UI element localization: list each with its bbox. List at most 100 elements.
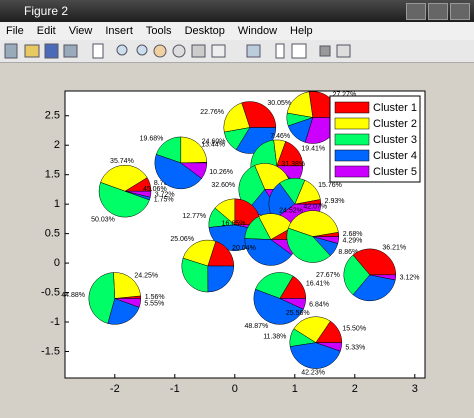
pie-slice	[107, 298, 140, 325]
toolbar	[0, 40, 474, 63]
slice-label: 35.74%	[110, 158, 134, 165]
pie-slice	[124, 190, 152, 198]
slice-label: 22.76%	[200, 109, 224, 116]
legend-swatch	[334, 117, 370, 130]
slice-label: 24.25%	[134, 273, 158, 280]
tool-icon[interactable]	[136, 44, 148, 56]
legend-swatch	[334, 101, 370, 114]
close-button[interactable]	[450, 3, 470, 20]
maximize-button[interactable]	[428, 3, 448, 20]
slice-label: 45.06%	[143, 186, 167, 193]
tool-icon[interactable]	[246, 44, 261, 58]
menu-bar: File Edit View Insert Tools Desktop Window Help	[0, 22, 474, 40]
slice-label: 50.03%	[91, 216, 115, 223]
menu-item[interactable]: Tools	[145, 25, 172, 37]
slice-label: 44.88%	[61, 292, 85, 299]
legend: Cluster 1 Cluster 2 Cluster 3 Cluster 4 Clus…	[329, 95, 421, 183]
tool-icon[interactable]	[116, 44, 128, 56]
tool-icon[interactable]	[191, 44, 206, 58]
menu-item[interactable]: Desktop	[184, 25, 225, 37]
pie-slice	[343, 254, 371, 296]
slice-label: 30.05%	[267, 100, 291, 107]
slice-label: 6.84%	[309, 302, 329, 309]
tool-icon[interactable]	[336, 44, 351, 58]
y-tick-label: -1.5	[41, 345, 60, 357]
menu-item[interactable]: Window	[237, 25, 278, 37]
pie-slice	[180, 136, 208, 164]
slice-label: 42.07%	[303, 204, 327, 211]
tool-icon[interactable]	[172, 44, 186, 58]
slice-label: 1.75%	[154, 197, 174, 204]
pie-slice	[181, 257, 209, 293]
slice-label: 16.65%	[222, 220, 246, 227]
slice-label: 3.12%	[400, 275, 420, 282]
slice-label: 19.41%	[301, 145, 325, 152]
figure: -2 -1 0 1 2 3 -1.5 -1 -0.5 0 0.5 1 1.5 2 2.5 8.76% 35.74…	[41, 90, 426, 395]
slice-label: 10.26%	[209, 169, 233, 176]
legend-label: Cluster 2	[373, 118, 417, 130]
legend-label: Cluster 1	[373, 102, 417, 114]
slice-label: 48.87%	[245, 323, 269, 330]
legend-swatch	[334, 133, 370, 146]
pie-slice	[287, 210, 339, 237]
slice-label: 15.50%	[342, 325, 366, 332]
legend-swatch	[334, 149, 370, 162]
tool-icon[interactable]	[291, 43, 307, 59]
menu-item[interactable]: Insert	[105, 25, 133, 37]
menu-item[interactable]: Help	[290, 25, 313, 37]
slice-label: 2.68%	[343, 231, 363, 238]
tool-icon[interactable]	[44, 43, 59, 59]
tool-icon[interactable]	[319, 45, 331, 57]
tool-icon[interactable]	[153, 44, 167, 58]
slice-label: 5.33%	[345, 344, 365, 351]
tool-icon[interactable]	[275, 43, 285, 59]
window-title: Figure 2	[24, 4, 69, 18]
slice-label: 20.04%	[232, 245, 256, 252]
slice-label: 7.46%	[270, 133, 290, 140]
pie-slice	[352, 274, 396, 302]
x-tick-label: -1	[170, 383, 180, 395]
slice-label: 24.60%	[202, 138, 226, 145]
menu-item[interactable]: View	[68, 25, 93, 37]
menu-item[interactable]: Edit	[36, 25, 56, 37]
x-tick-label: 2	[352, 383, 358, 395]
pie-slice	[293, 316, 331, 343]
pie-slice	[113, 272, 141, 299]
tool-icon[interactable]	[92, 43, 104, 59]
pie-slice	[207, 265, 235, 293]
pie-slice	[253, 288, 304, 325]
legend-label: Cluster 5	[373, 166, 417, 178]
slice-label: 2.93%	[325, 198, 345, 205]
pie-slice	[369, 274, 397, 281]
x-tick-label: 1	[292, 383, 298, 395]
toolbar-icons	[4, 43, 351, 59]
legend-swatch	[334, 165, 370, 178]
tool-icon[interactable]	[4, 43, 18, 59]
slice-label: 4.29%	[343, 237, 363, 244]
slice-label: 36.21%	[382, 244, 406, 251]
pie-slice	[352, 248, 397, 276]
slice-label: 11.38%	[263, 333, 286, 340]
slice-label: 27.27%	[332, 92, 356, 99]
x-tick-label: 0	[232, 383, 238, 395]
tool-icon[interactable]	[211, 44, 226, 58]
y-tick-label: 2	[54, 139, 60, 151]
tool-icon[interactable]	[24, 44, 40, 58]
pie-slice	[315, 342, 343, 352]
x-tick-label: 3	[412, 383, 418, 395]
slice-label: 27.67%	[316, 272, 340, 279]
slice-label: 32.60%	[211, 182, 235, 189]
menu-item[interactable]: File	[6, 25, 24, 37]
slice-label: 25.56%	[286, 310, 310, 317]
tool-icon[interactable]	[63, 44, 78, 58]
y-tick-label: 0	[54, 257, 60, 269]
slice-label: 19.68%	[140, 135, 164, 142]
pie-slice	[154, 154, 202, 190]
y-tick-label: 1.5	[45, 169, 60, 181]
slice-label: 5.55%	[144, 300, 164, 307]
slice-label: 15.76%	[318, 182, 342, 189]
slice-label: 8.76%	[154, 180, 174, 187]
minimize-button[interactable]	[406, 3, 426, 20]
y-tick-label: -0.5	[41, 286, 60, 298]
